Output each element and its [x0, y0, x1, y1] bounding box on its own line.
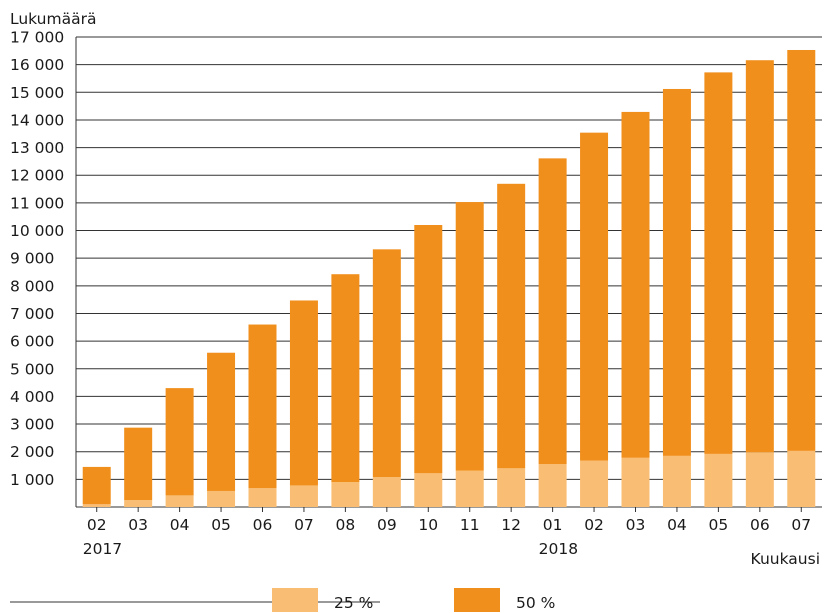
y-tick-label: 7 000	[10, 305, 54, 323]
bar-segment-50	[331, 274, 360, 483]
bar-segment-50	[82, 466, 111, 505]
x-tick-label: 06	[750, 516, 770, 534]
y-axis-title: Lukumäärä	[10, 10, 96, 28]
y-tick-label: 3 000	[10, 416, 54, 434]
bar-segment-50	[745, 60, 774, 453]
y-tick-label: 16 000	[10, 56, 64, 74]
x-tick-label: 06	[253, 516, 273, 534]
bar-segment-25	[787, 450, 816, 507]
bar-segment-25	[497, 468, 526, 507]
gridlines	[75, 36, 822, 508]
x-tick-label: 04	[667, 516, 687, 534]
x-tick-label: 03	[626, 516, 646, 534]
y-tick-label: 8 000	[10, 277, 54, 295]
bar-segment-25	[248, 488, 277, 507]
y-tick-label: 10 000	[10, 222, 64, 240]
legend-swatch	[272, 588, 318, 612]
legend-label: 50 %	[516, 594, 555, 612]
x-tick-label: 05	[211, 516, 231, 534]
bar-segment-50	[165, 388, 194, 496]
bar-segment-25	[372, 477, 401, 507]
y-tick-label: 11 000	[10, 194, 64, 212]
x-tick-label: 08	[336, 516, 356, 534]
x-tick-label: 10	[418, 516, 438, 534]
bar-segment-50	[372, 249, 401, 478]
x-tick-label: 04	[170, 516, 190, 534]
bar-segment-25	[331, 482, 360, 507]
y-tick-label: 2 000	[10, 443, 54, 461]
bar-segment-25	[82, 504, 111, 507]
legend-label: 25 %	[334, 594, 373, 612]
bar-segment-25	[165, 495, 194, 507]
y-tick-label: 15 000	[10, 84, 64, 102]
year-label: 2018	[539, 540, 578, 558]
bar-segment-50	[704, 72, 733, 454]
bar-segment-50	[497, 183, 526, 469]
bar-segment-50	[580, 132, 609, 461]
x-tick-label: 02	[87, 516, 107, 534]
bar-segment-25	[704, 453, 733, 507]
bar-segment-50	[538, 158, 567, 465]
y-tick-label: 14 000	[10, 111, 64, 129]
bar-segment-50	[455, 202, 484, 471]
y-tick-label: 1 000	[10, 471, 54, 489]
bar-segment-25	[207, 490, 236, 507]
x-tick-label: 05	[709, 516, 729, 534]
bar-segment-25	[124, 500, 153, 507]
x-tick-label: 02	[584, 516, 604, 534]
bar-segment-25	[538, 464, 567, 507]
y-tick-label: 9 000	[10, 250, 54, 268]
bar-segment-25	[414, 473, 443, 507]
bar-segment-50	[621, 111, 650, 458]
bar-segment-25	[289, 485, 318, 507]
y-tick-label: 5 000	[10, 360, 54, 378]
x-tick-label: 11	[460, 516, 480, 534]
x-tick-label: 07	[294, 516, 314, 534]
bar-segment-50	[787, 49, 816, 451]
bar-segment-50	[289, 300, 318, 486]
year-label: 2017	[83, 540, 122, 558]
bar-segment-25	[621, 457, 650, 507]
bar-segment-50	[248, 324, 277, 489]
y-tick-label: 12 000	[10, 167, 64, 185]
bar-segment-25	[455, 470, 484, 507]
bars	[82, 49, 816, 507]
legend: 25 % 50 %	[10, 588, 555, 612]
bar-segment-25	[662, 455, 691, 507]
bar-segment-25	[580, 460, 609, 507]
legend-swatch	[454, 588, 500, 612]
y-tick-label: 13 000	[10, 139, 64, 157]
y-tick-label: 17 000	[10, 29, 64, 47]
x-tick-label: 07	[791, 516, 811, 534]
bar-segment-50	[414, 225, 443, 474]
x-tick-label: 03	[128, 516, 148, 534]
x-tick-label: 12	[501, 516, 521, 534]
y-tick-label: 6 000	[10, 333, 54, 351]
y-tick-label: 4 000	[10, 388, 54, 406]
bar-segment-25	[745, 452, 774, 507]
x-tick-labels: 02 03 04 05 06 07 08 09 10 11 12 01 02 03 04 05 06 07 2017…	[83, 507, 811, 558]
bar-segment-50	[662, 88, 691, 456]
bar-segment-50	[207, 352, 236, 491]
bar-segment-50	[124, 427, 153, 501]
y-tick-labels: 1 000 2 000 3 000 4 000 5 000 6 000 7 000 8 000…	[10, 29, 64, 489]
x-tick-label: 09	[377, 516, 397, 534]
x-tick-label: 01	[543, 516, 563, 534]
x-axis-title: Kuukausi	[751, 550, 820, 568]
